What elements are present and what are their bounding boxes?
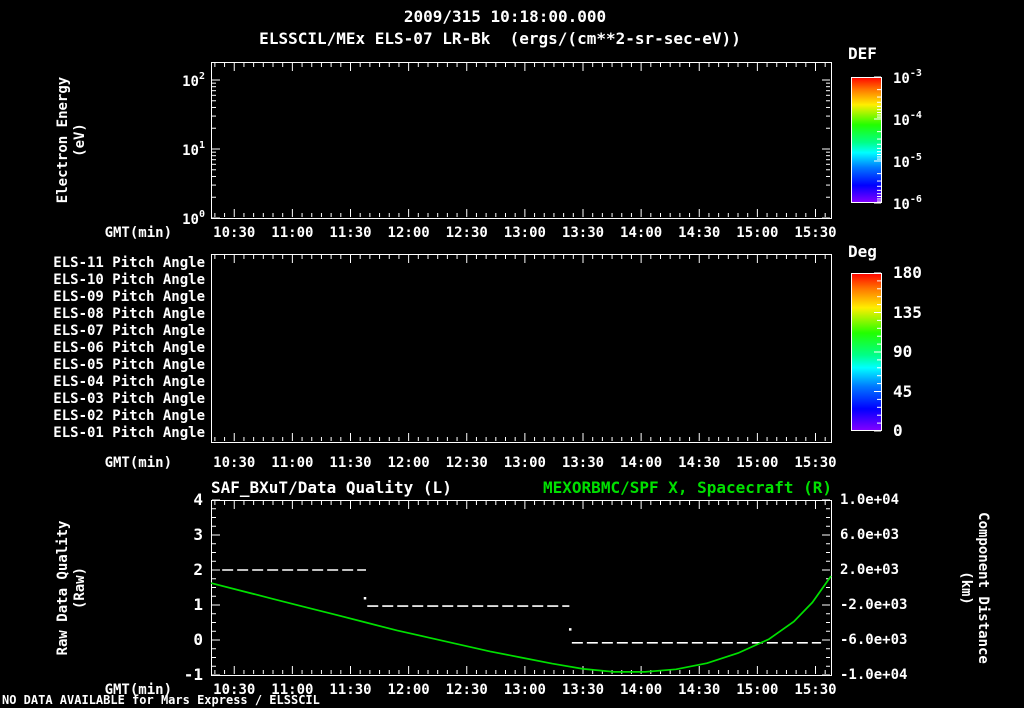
quality-point (568, 628, 572, 631)
x-tick-label: 15:00 (736, 682, 779, 698)
x-tick-label: 12:30 (445, 225, 488, 241)
x-tick-label: 13:30 (561, 225, 605, 241)
x-tick-label: 13:00 (503, 225, 546, 241)
x-tick-label: 11:00 (271, 682, 314, 698)
colorbar-deg-tick-label: 135 (893, 302, 922, 322)
x-tick-label: 13:00 (503, 455, 546, 471)
x-tick-label: 12:00 (387, 682, 430, 698)
x-tick-label: 15:00 (736, 455, 779, 471)
pitch-row-label: ELS-07 Pitch Angle (53, 322, 205, 339)
colorbar-def-tick-label: 10-3 (893, 68, 922, 87)
gmt-label-pitch: GMT(min) (104, 455, 172, 471)
x-tick-label: 11:00 (271, 455, 314, 471)
x-tick-label: 12:00 (387, 455, 430, 471)
x-tick-label: 12:30 (445, 455, 488, 471)
x-tick-label: 12:00 (387, 225, 430, 241)
quality-title-right: MEXORBMC/SPF X, Spacecraft (R) (543, 478, 832, 497)
pitch-row-label: ELS-05 Pitch Angle (53, 357, 205, 374)
quality-ytick-label: 4 (193, 490, 203, 509)
colorbar-def-title: DEF (848, 44, 877, 63)
no-data-banner: NO DATA AVAILABLE for Mars Express / ELS… (2, 693, 320, 707)
x-tick-label: 13:00 (503, 682, 546, 698)
raw-quality-axis-label: Raw Data Quality (Raw) (55, 521, 89, 656)
distance-ytick-label: 2.0e+03 (840, 562, 900, 578)
x-tick-label: 11:30 (329, 225, 372, 241)
energy-ytick-label: 101 (182, 140, 205, 159)
gmt-label-quality: GMT(min) (104, 682, 172, 698)
x-tick-label: 14:30 (678, 225, 721, 241)
colorbar-def-tick-label: 10-6 (893, 194, 922, 213)
x-tick-label: 10:30 (213, 455, 256, 471)
component-distance-axis-label-line2: (km) (958, 571, 974, 605)
x-tick-label: 14:00 (620, 682, 663, 698)
x-tick-label: 15:30 (794, 682, 837, 698)
quality-panel-frame (211, 500, 832, 676)
component-distance-axis-label: Component Distance (km) (957, 512, 991, 664)
x-tick-label: 14:00 (620, 455, 663, 471)
distance-ytick-label: 6.0e+03 (840, 527, 900, 543)
x-tick-label: 15:30 (794, 455, 837, 471)
x-tick-label: 14:00 (620, 225, 663, 241)
quality-title-left: SAF_BXuT/Data Quality (L) (211, 478, 452, 497)
colorbar-deg-tick-label: 0 (893, 421, 903, 440)
x-tick-label: 11:30 (329, 455, 372, 471)
x-tick-label: 15:30 (794, 225, 837, 241)
energy-ytick-label: 102 (182, 71, 205, 90)
colorbar-def-tick-label: 10-5 (893, 152, 922, 171)
quality-ytick-label: -1 (183, 665, 203, 684)
spacecraft-distance-curve (210, 575, 832, 673)
pitch-row-label: ELS-01 Pitch Angle (53, 425, 205, 442)
x-tick-label: 12:30 (445, 682, 488, 698)
x-tick-label: 14:30 (678, 455, 721, 471)
energy-panel-frame (211, 62, 832, 219)
x-tick-label: 13:30 (561, 682, 605, 698)
pitch-row-label: ELS-03 Pitch Angle (53, 391, 205, 408)
distance-ytick-label: -6.0e+03 (840, 632, 908, 648)
energy-ytick-label: 100 (182, 209, 205, 228)
energy-axis-label-line1: Electron Energy (55, 76, 71, 204)
pitch-row-label: ELS-09 Pitch Angle (53, 288, 205, 305)
raw-quality-axis-label-line1: Raw Data Quality (55, 520, 71, 656)
x-tick-label: 14:30 (678, 682, 721, 698)
pitch-row-label: ELS-08 Pitch Angle (53, 305, 205, 322)
colorbar-deg-tick-label: 90 (893, 342, 913, 361)
datetime-title: 2009/315 10:18:00.000 (403, 7, 607, 26)
colorbar-def-tick-label: 10-4 (893, 110, 922, 129)
colorbar-def (851, 77, 882, 203)
colorbar-deg-title: Deg (848, 242, 877, 261)
quality-point (363, 597, 367, 600)
distance-ytick-label: 1.0e+04 (840, 492, 900, 508)
pitch-row-label: ELS-06 Pitch Angle (53, 340, 205, 356)
x-tick-label: 13:30 (561, 455, 605, 471)
distance-ytick-label: -1.0e+04 (840, 667, 908, 683)
quality-ytick-label: 1 (193, 595, 203, 614)
gmt-label-energy: GMT(min) (104, 225, 172, 241)
pitch-panel-frame (211, 254, 832, 443)
energy-axis-label-line2: (eV) (72, 123, 88, 157)
quality-ytick-label: 3 (193, 525, 203, 544)
pitch-row-label: ELS-11 Pitch Angle (53, 254, 205, 271)
pitch-row-label: ELS-04 Pitch Angle (53, 374, 205, 391)
pitch-row-label: ELS-10 Pitch Angle (53, 271, 205, 288)
x-tick-label: 11:00 (271, 225, 314, 241)
x-tick-label: 11:30 (329, 682, 372, 698)
colorbar-deg-tick-label: 180 (893, 263, 922, 282)
component-distance-axis-label-line1: Component Distance (975, 512, 991, 664)
x-tick-label: 10:30 (213, 225, 256, 241)
x-tick-label: 10:30 (213, 682, 256, 698)
x-tick-label: 15:00 (736, 225, 779, 241)
energy-axis-label: Electron Energy (eV) (55, 77, 89, 203)
distance-ytick-label: -2.0e+03 (840, 597, 908, 613)
quality-ytick-label: 0 (193, 630, 203, 649)
plot-title: ELSSCIL/MEx ELS-07 LR-Bk (ergs/(cm**2-sr… (259, 29, 741, 48)
raw-quality-axis-label-line2: (Raw) (72, 566, 88, 610)
colorbar-deg-tick-label: 45 (893, 381, 913, 401)
quality-ytick-label: 2 (193, 560, 203, 579)
pitch-row-label: ELS-02 Pitch Angle (53, 408, 205, 425)
